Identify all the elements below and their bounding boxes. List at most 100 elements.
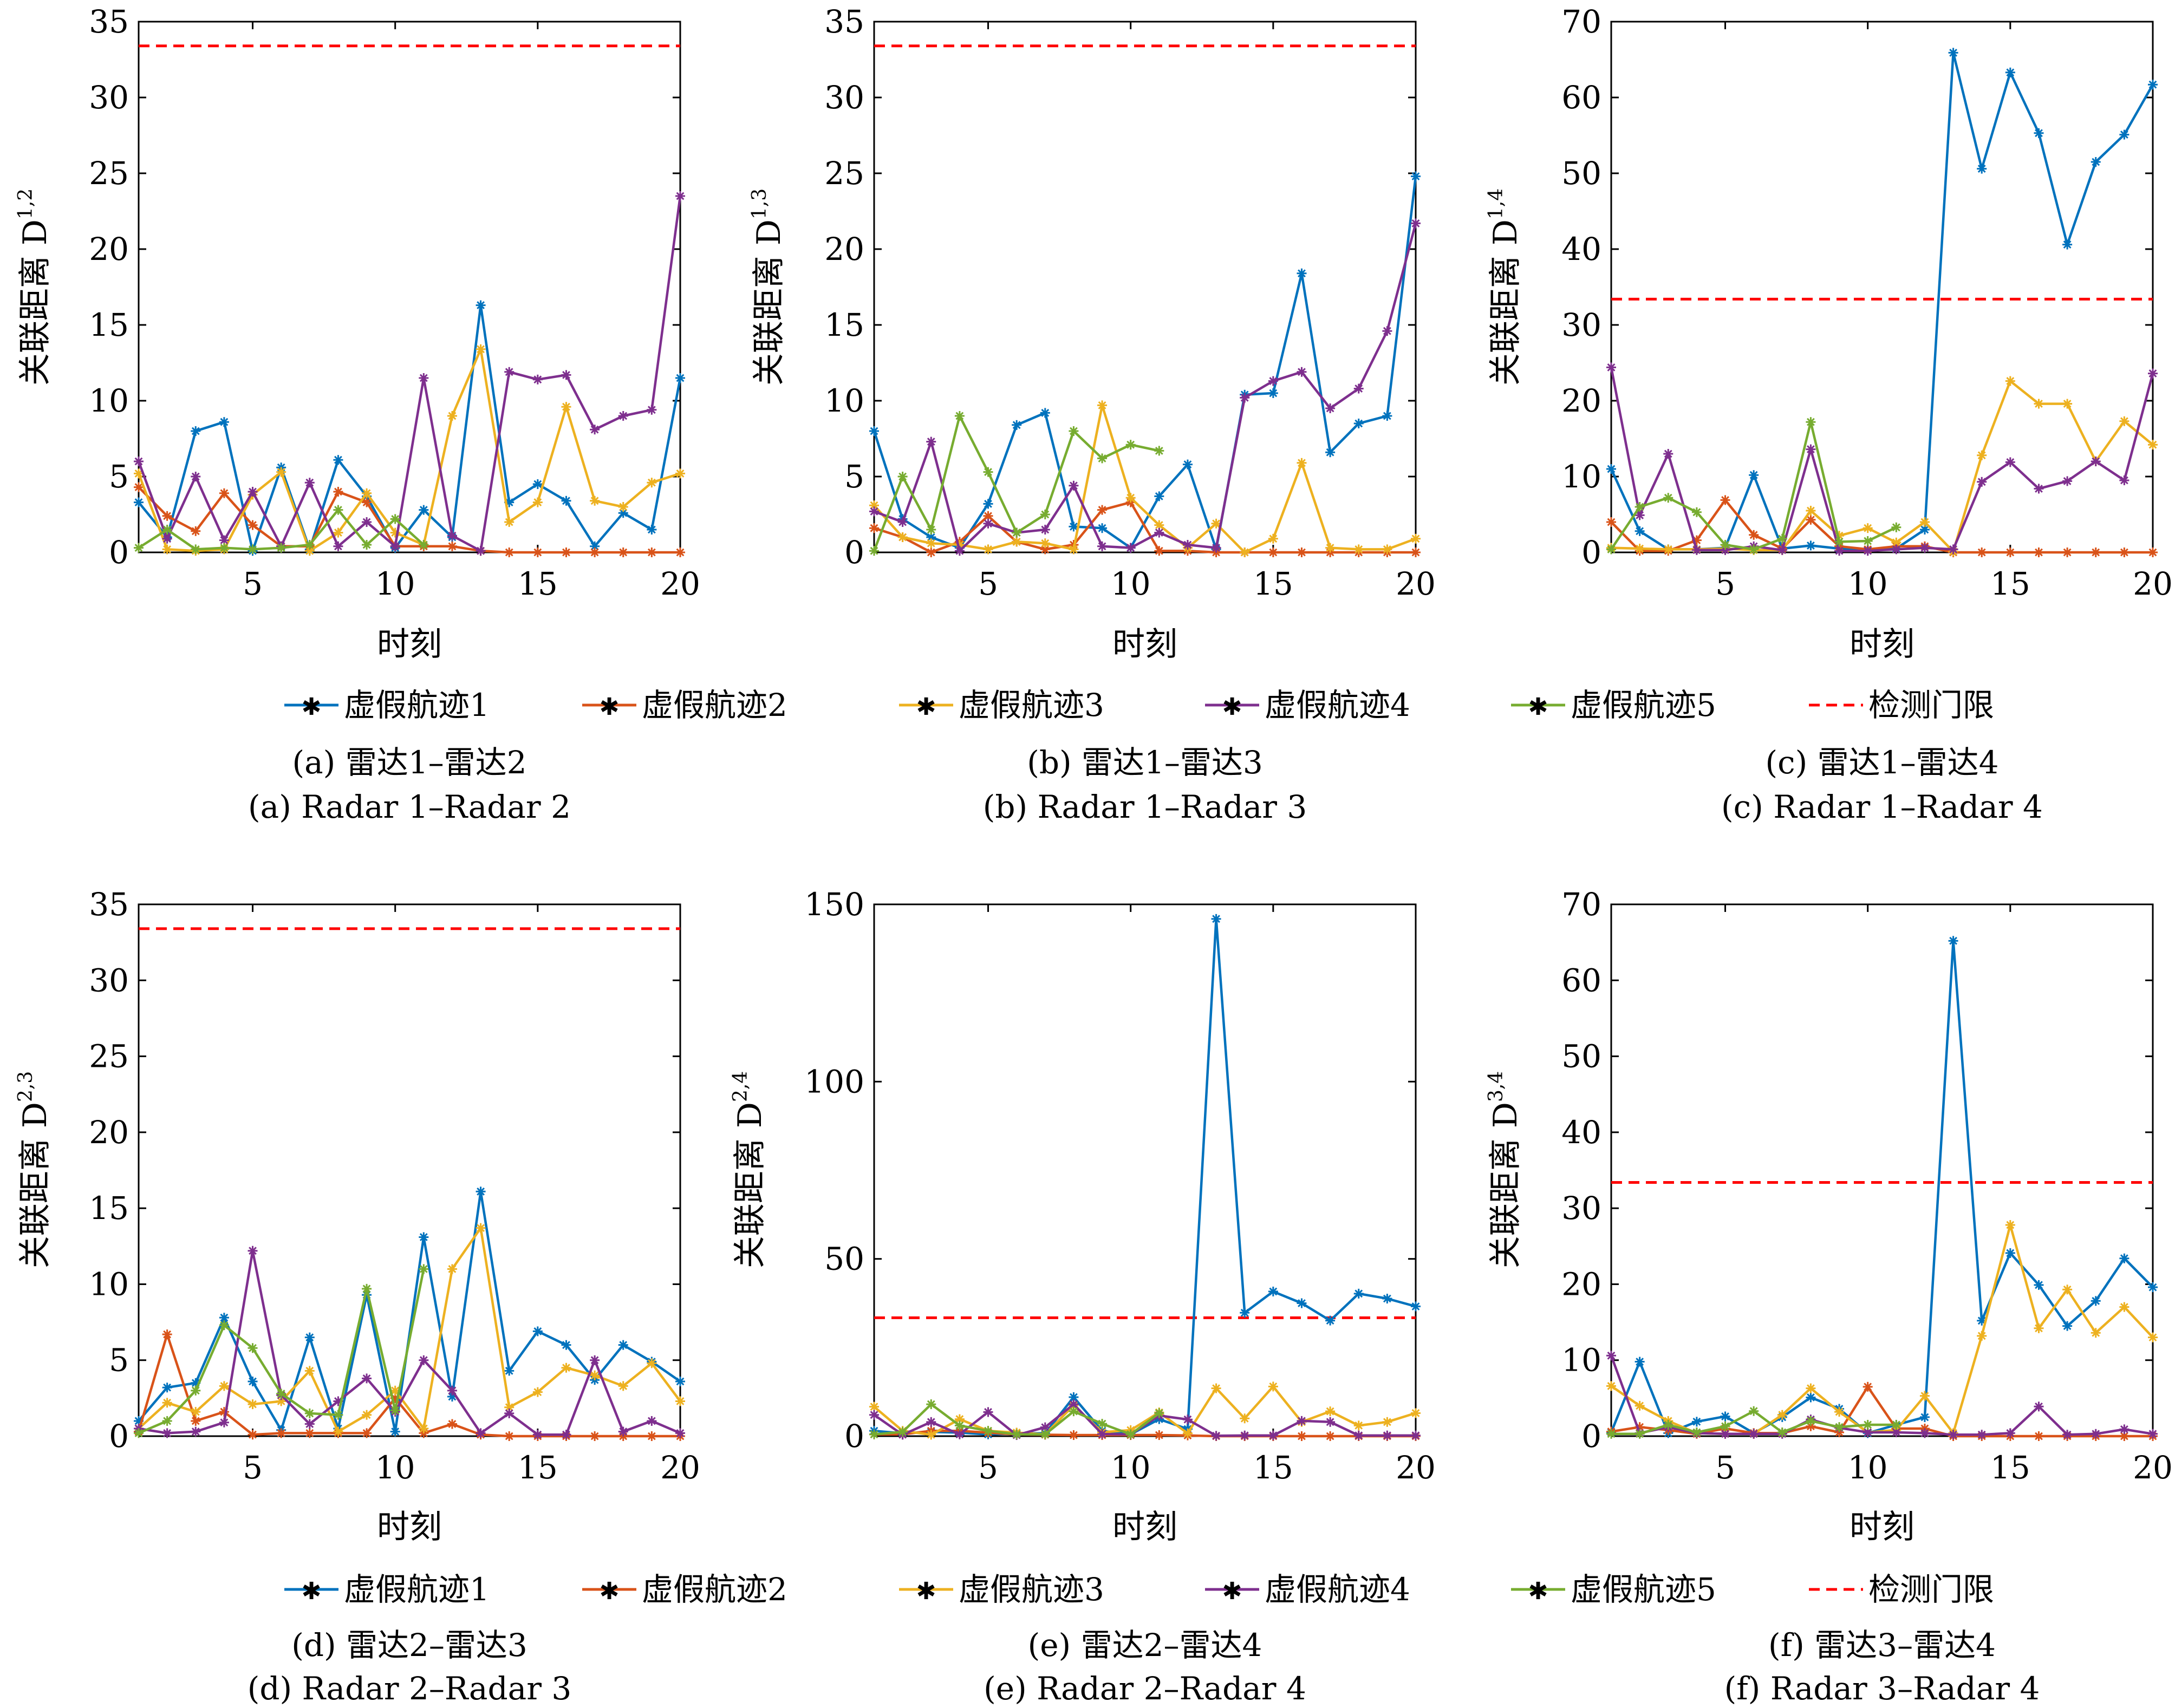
- marker-stroke: [305, 478, 314, 487]
- marker-stroke: [2092, 457, 2100, 466]
- marker-stroke: [505, 548, 513, 557]
- marker-stroke: [1806, 1417, 1815, 1425]
- y-tick-label: 30: [1561, 307, 1601, 343]
- data-point-series-3: [333, 527, 343, 538]
- data-point-series-4: [504, 1408, 515, 1418]
- marker-stroke: [1126, 544, 1135, 552]
- marker-stroke: [562, 1430, 570, 1439]
- data-point-series-5: [191, 1385, 201, 1396]
- y-tick-label: 30: [824, 79, 864, 116]
- marker-stroke: [1041, 408, 1050, 417]
- data-point-series-5: [304, 1408, 315, 1418]
- data-point-series-4: [1919, 1428, 1930, 1438]
- marker-stroke: [134, 1429, 143, 1437]
- marker-stroke: [1920, 544, 1929, 552]
- data-point-series-4: [1382, 1430, 1392, 1440]
- marker-stroke: [2035, 1324, 2043, 1333]
- y-axis-label-sup: 2,3: [15, 1071, 37, 1102]
- data-point-series-2: [1411, 547, 1421, 557]
- data-point-series-1: [2005, 1248, 2015, 1258]
- marker-stroke: [1749, 531, 1758, 539]
- marker-stroke: [1920, 518, 1929, 526]
- data-marks: [1606, 48, 2158, 557]
- marker-stroke: [1664, 493, 1672, 502]
- marker-stroke: [277, 544, 285, 552]
- marker-stroke: [1326, 1407, 1334, 1416]
- marker-stroke: [898, 518, 907, 526]
- marker-stroke: [1126, 493, 1135, 502]
- y-axis-label-text: 关联距离 D: [1487, 1102, 1525, 1268]
- marker-stroke: [2006, 548, 2015, 557]
- marker-stroke: [2092, 1430, 2100, 1438]
- data-point-series-3: [447, 1264, 457, 1274]
- legend-item-4: ✱ 虚假航迹4: [1205, 1571, 1410, 1608]
- data-point-series-3: [419, 1423, 429, 1433]
- data-point-series-5: [1691, 1427, 1702, 1437]
- marker-stroke: [2063, 477, 2072, 485]
- y-tick-label: 0: [1581, 534, 1601, 571]
- marker-stroke: [1041, 510, 1050, 519]
- data-point-series-3: [1919, 517, 1930, 527]
- data-point-series-3: [1806, 1383, 1816, 1393]
- x-axis-label: 时刻: [1112, 625, 1177, 663]
- caption-en: (f) Radar 3–Radar 4: [1724, 1670, 2040, 1707]
- data-point-series-2: [447, 1419, 457, 1429]
- marker-stroke: [647, 406, 656, 414]
- legend-item-threshold: 检测门限: [1809, 1571, 1994, 1608]
- y-tick-label: 5: [109, 458, 129, 495]
- data-point-series-5: [1891, 1419, 1902, 1430]
- marker-stroke: [533, 1430, 542, 1439]
- data-point-series-2: [2034, 1431, 2044, 1441]
- data-point-series-5: [1097, 453, 1108, 464]
- data-point-series-5: [1097, 1419, 1108, 1429]
- marker-stroke: [955, 1430, 964, 1439]
- x-axis-label: 时刻: [1850, 625, 1914, 663]
- data-point-series-4: [248, 487, 258, 497]
- marker-stroke: [1012, 1430, 1021, 1439]
- marker-stroke: [1240, 1431, 1249, 1440]
- data-point-series-5: [219, 543, 229, 553]
- data-point-series-1: [1240, 1308, 1250, 1318]
- plot-frame: [873, 903, 1417, 1437]
- data-point-series-4: [191, 472, 201, 481]
- marker-stroke: [1326, 1432, 1334, 1440]
- data-point-series-3: [1268, 533, 1278, 544]
- marker-stroke: [1636, 544, 1644, 553]
- legend-star-3: ✱: [916, 1577, 936, 1605]
- data-point-series-2: [134, 482, 144, 492]
- data-point-series-4: [1919, 543, 1930, 553]
- marker-stroke: [1240, 1414, 1249, 1423]
- marker-stroke: [1212, 915, 1221, 923]
- marker-stroke: [1355, 1431, 1363, 1440]
- marker-stroke: [220, 1418, 229, 1427]
- data-point-series-3: [1040, 538, 1050, 549]
- marker-stroke: [1607, 518, 1616, 526]
- data-point-series-3: [926, 1430, 936, 1440]
- marker-stroke: [562, 548, 570, 557]
- marker-stroke: [1326, 544, 1334, 552]
- marker-stroke: [2148, 369, 2157, 378]
- data-point-series-2: [647, 1431, 657, 1441]
- marker-stroke: [362, 540, 371, 549]
- data-point-series-1: [1154, 491, 1164, 501]
- data-point-series-2: [647, 547, 657, 557]
- marker-stroke: [984, 468, 992, 477]
- marker-stroke: [277, 1390, 285, 1398]
- data-point-series-5: [1154, 1408, 1164, 1418]
- x-tick-label: 5: [243, 565, 263, 602]
- data-point-series-3: [1382, 544, 1392, 555]
- legend-label-4: 虚假航迹4: [1265, 687, 1410, 723]
- marker-stroke: [984, 1426, 992, 1435]
- marker-stroke: [1892, 545, 1900, 553]
- marker-stroke: [984, 512, 992, 520]
- marker-stroke: [1069, 1393, 1078, 1401]
- data-point-series-5: [248, 1343, 258, 1353]
- data-point-series-5: [1634, 1429, 1645, 1439]
- data-point-series-3: [1240, 1413, 1250, 1424]
- marker-stroke: [1835, 531, 1844, 540]
- y-tick-label: 0: [844, 1418, 864, 1455]
- y-tick-label: 20: [89, 1114, 129, 1151]
- y-axis-label: 关联距离 D2,3: [15, 1071, 54, 1268]
- marker-stroke: [134, 457, 143, 466]
